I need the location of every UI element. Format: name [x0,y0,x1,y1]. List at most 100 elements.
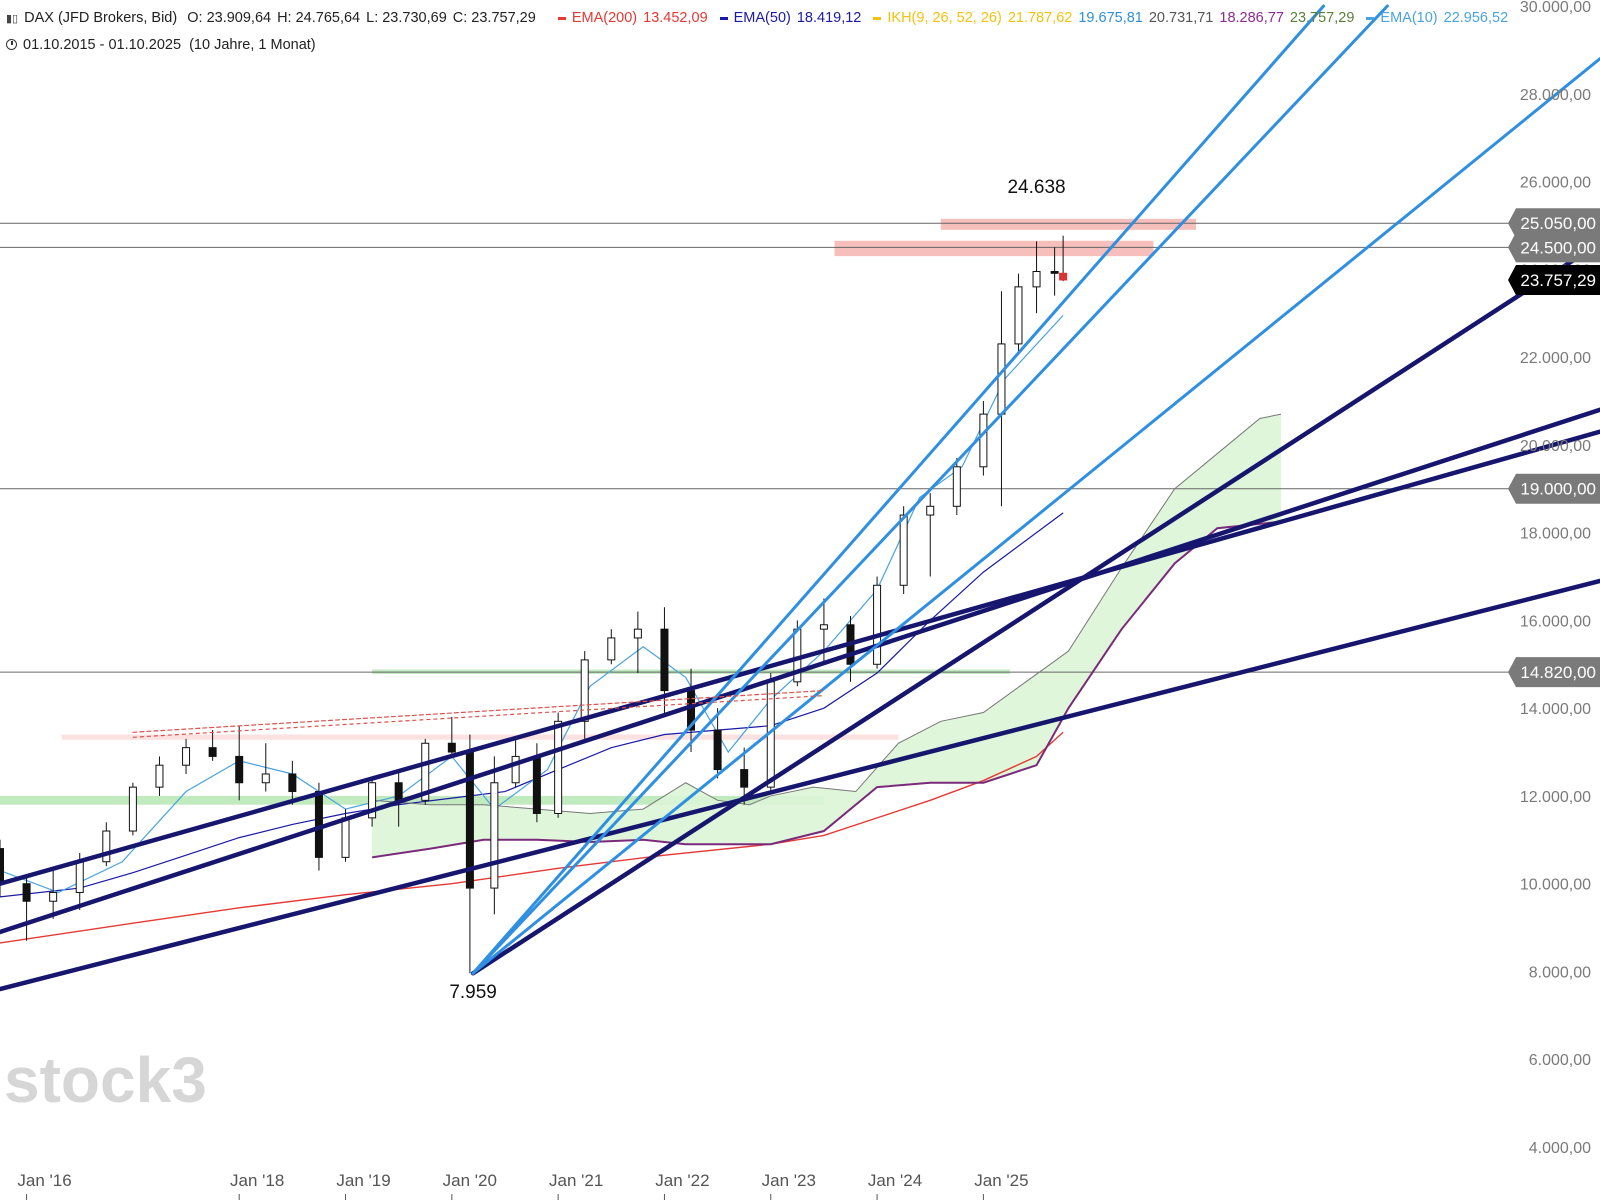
trendline-light-5 [471,4,1326,975]
legend-color-swatch [873,16,882,20]
candle-body [1050,271,1059,274]
candle-body [1059,272,1068,281]
x-tick-label: Jan '23 [762,1171,816,1190]
candle-32 [819,598,828,665]
candle-14 [368,778,377,827]
symbol-label: DAX (JFD Brokers, Bid) [24,10,178,26]
ohlc-values: O: 23.909,64 H: 24.765,64 L: 23.730,69 C: 2… [187,10,542,26]
series-line-ikh-senkou-a [372,413,1282,814]
candle-body [554,720,563,814]
candle-43 [1059,235,1068,282]
candle-18 [465,734,474,974]
trendline-light-6 [471,57,1600,975]
clock-icon [6,39,17,50]
x-tick-label: Jan '22 [655,1171,709,1190]
level-badge-1: 24.500,00 [1508,232,1600,263]
y-tick-label: 26.000,00 [1520,175,1591,192]
candle-17 [447,716,456,757]
candle-1 [22,874,31,941]
candle-body [421,742,430,801]
y-tick-label: 28.000,00 [1520,87,1591,104]
y-tick-label: 12.000,00 [1520,789,1591,806]
y-tick-label: 16.000,00 [1520,613,1591,630]
indicator-value: 20.731,71 [1148,10,1214,26]
y-tick-label: 14.000,00 [1520,701,1591,718]
trendline-dark-2 [0,578,1600,992]
candle-body [899,514,908,586]
price-badge-text: 24.500,00 [1520,238,1596,257]
trendline-dark-0 [0,429,1600,886]
y-tick-label: 8.000,00 [1529,964,1591,981]
candle-body [713,729,722,771]
indicator-legend: EMA(200) 13.452,09 EMA(50) 18.419,12 IKH(9, … [552,10,1514,26]
candle-body [288,773,297,793]
indicator-label: EMA(200) [571,10,638,26]
candle-36 [926,493,935,577]
candle-body [22,883,31,902]
candle-42 [1050,247,1059,296]
ichimoku-cloud [372,414,1282,858]
candle-body [49,891,58,902]
period-info: 01.10.2015 - 01.10.2025 (10 Jahre, 1 Mon… [6,37,316,53]
indicator-value: 18.286,77 [1219,10,1284,26]
price-badge-bg [1508,232,1600,263]
candle-0 [0,839,4,897]
indicator-value: 19.675,81 [1078,10,1143,26]
trendline-dashed-red-7-b [132,695,824,738]
price-badge-text: 19.000,00 [1520,480,1596,499]
indicator-label: IKH(9, 26, 52, 26) [887,10,1002,26]
indicator-value: 22.956,52 [1443,10,1509,26]
series-line-ema-200- [0,731,1064,944]
indicator-value: 18.419,12 [796,10,862,26]
x-tick-label: Jan '21 [549,1171,603,1190]
series-line-ema-50- [0,512,1064,898]
candle-body [314,791,323,858]
candle-26 [660,607,669,717]
price-badge-bg [1508,208,1600,239]
x-tick-label: Jan '25 [974,1171,1028,1190]
candle-22 [554,712,563,818]
y-tick-label: 22.000,00 [1520,350,1591,367]
ohlc-item: C: 23.757,29 [452,10,536,26]
y-tick-label: 20.000,00 [1520,438,1591,455]
candle-35 [899,506,908,595]
candle-body [368,782,377,819]
trendline-dark-3 [470,240,1600,976]
price-badge-text: 25.050,00 [1520,214,1596,233]
price-badge-bg [1508,473,1600,504]
ohlc-item: L: 23.730,69 [366,10,447,26]
candle-body [341,817,350,858]
x-tick-label: Jan '19 [336,1171,390,1190]
candle-body [490,782,499,889]
candle-34 [873,576,882,669]
series-line-ema-10- [0,314,1064,894]
candle-body [394,782,403,801]
zone-faded_resistance-4 [61,734,899,740]
indicator-label: EMA(10) [1380,10,1438,26]
candle-23 [580,651,589,739]
candle-28 [713,708,722,779]
zone-resistance-0 [940,218,1197,230]
candle-body [607,637,616,661]
legend-color-swatch [557,16,566,20]
level-badge-2: 19.000,00 [1508,473,1600,504]
candle-body [997,343,1006,415]
candle-body [580,659,589,722]
indicator-value: 23.757,29 [1289,10,1355,26]
annotation-label-0: 24.638 [1007,177,1065,198]
y-tick-label: 4.000,00 [1529,1140,1591,1157]
legend-color-swatch [719,16,728,20]
candle-body [235,755,244,784]
candle-6 [155,756,164,796]
x-tick-label: Jan '24 [868,1171,922,1190]
y-tick-label: 30.000,00 [1520,0,1591,16]
series-line-ikh-senkou-b [371,520,1282,859]
candle-body [261,773,270,784]
trendline-dark-1 [0,407,1600,935]
period-label: 01.10.2015 - 01.10.2025 [23,37,182,53]
candle-body [926,505,935,516]
x-tick-label: Jan '16 [17,1171,71,1190]
candle-body [511,755,520,784]
price-badge-bg [1508,657,1600,688]
